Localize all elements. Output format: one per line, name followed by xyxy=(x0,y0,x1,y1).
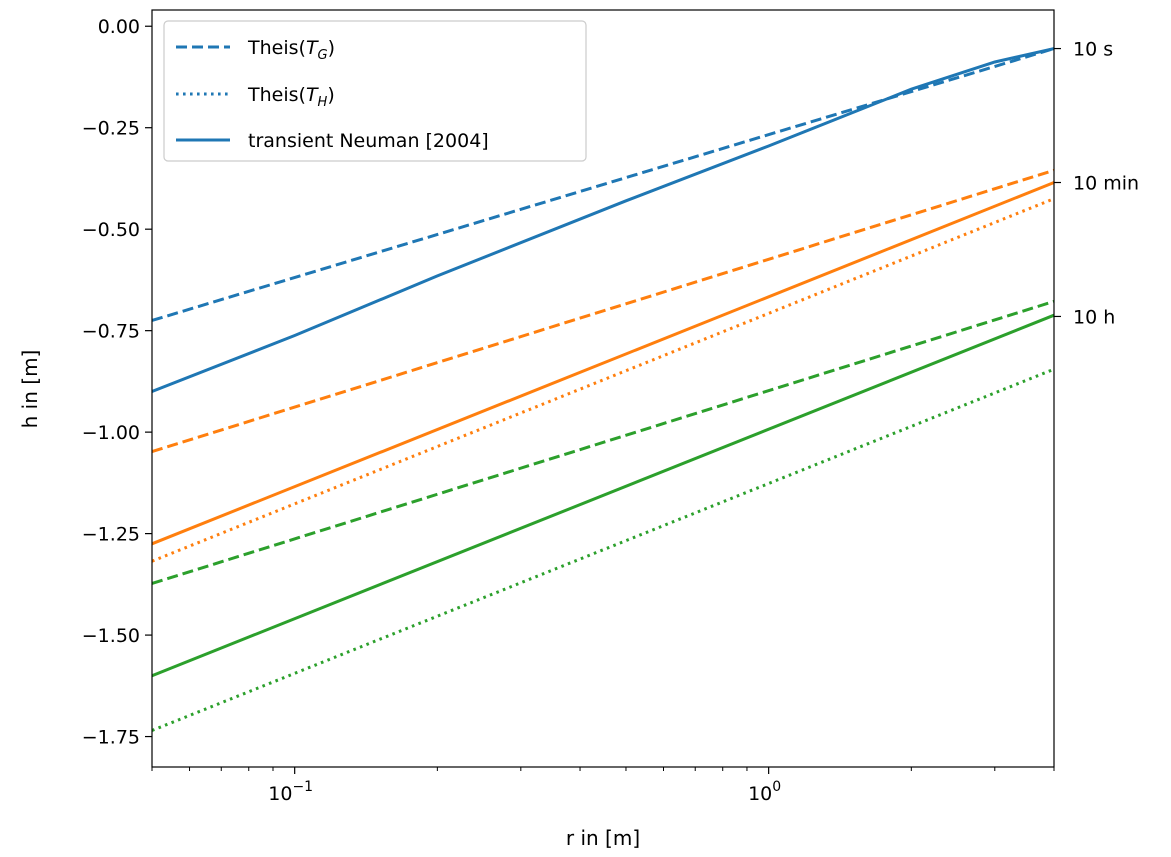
x-axis-label: r in [m] xyxy=(566,826,640,850)
series-layer xyxy=(152,47,1054,732)
series-line-4 xyxy=(152,197,1054,563)
y-tick-label: −0.25 xyxy=(82,118,140,140)
series-line-0 xyxy=(152,47,1054,322)
x-tick-label: 10−1 xyxy=(268,779,313,805)
series-line-6 xyxy=(152,313,1054,678)
y-tick-label: −1.50 xyxy=(82,625,140,647)
y-tick-label: −1.25 xyxy=(82,524,140,546)
time-annotations: 10 s 10 min 10 h xyxy=(1054,39,1139,328)
y-tick-label: 0.00 xyxy=(98,16,140,38)
x-axis: 10−1 100 xyxy=(151,767,1055,805)
legend-box xyxy=(163,20,587,162)
legend-entry: Theis(TH) xyxy=(247,84,335,110)
series-line-2 xyxy=(152,168,1054,454)
y-tick-label: −0.75 xyxy=(82,321,140,343)
series-line-7 xyxy=(152,367,1054,732)
legend: Theis(TG) Theis(TH) transient Neuman [2004… xyxy=(163,20,587,162)
time-label: 10 min xyxy=(1073,173,1139,195)
legend-entry: transient Neuman [2004] xyxy=(248,130,489,152)
time-label: 10 h xyxy=(1073,306,1115,328)
series-line-5 xyxy=(152,299,1054,585)
y-tick-label: −1.00 xyxy=(82,422,140,444)
y-axis-label: h in [m] xyxy=(18,350,42,429)
legend-entry: Theis(TG) xyxy=(247,37,335,63)
x-tick-label: 100 xyxy=(748,779,781,805)
series-line-1 xyxy=(152,47,1054,393)
y-tick-label: −1.75 xyxy=(82,727,140,749)
time-label: 10 s xyxy=(1073,39,1113,61)
plot-frame xyxy=(151,9,1055,768)
series-line-3 xyxy=(152,181,1054,546)
y-axis: 0.00 −0.25 −0.50 −0.75 −1.00 −1.25 −1.50 −1.75 xyxy=(82,16,152,749)
y-tick-label: −0.50 xyxy=(82,219,140,241)
